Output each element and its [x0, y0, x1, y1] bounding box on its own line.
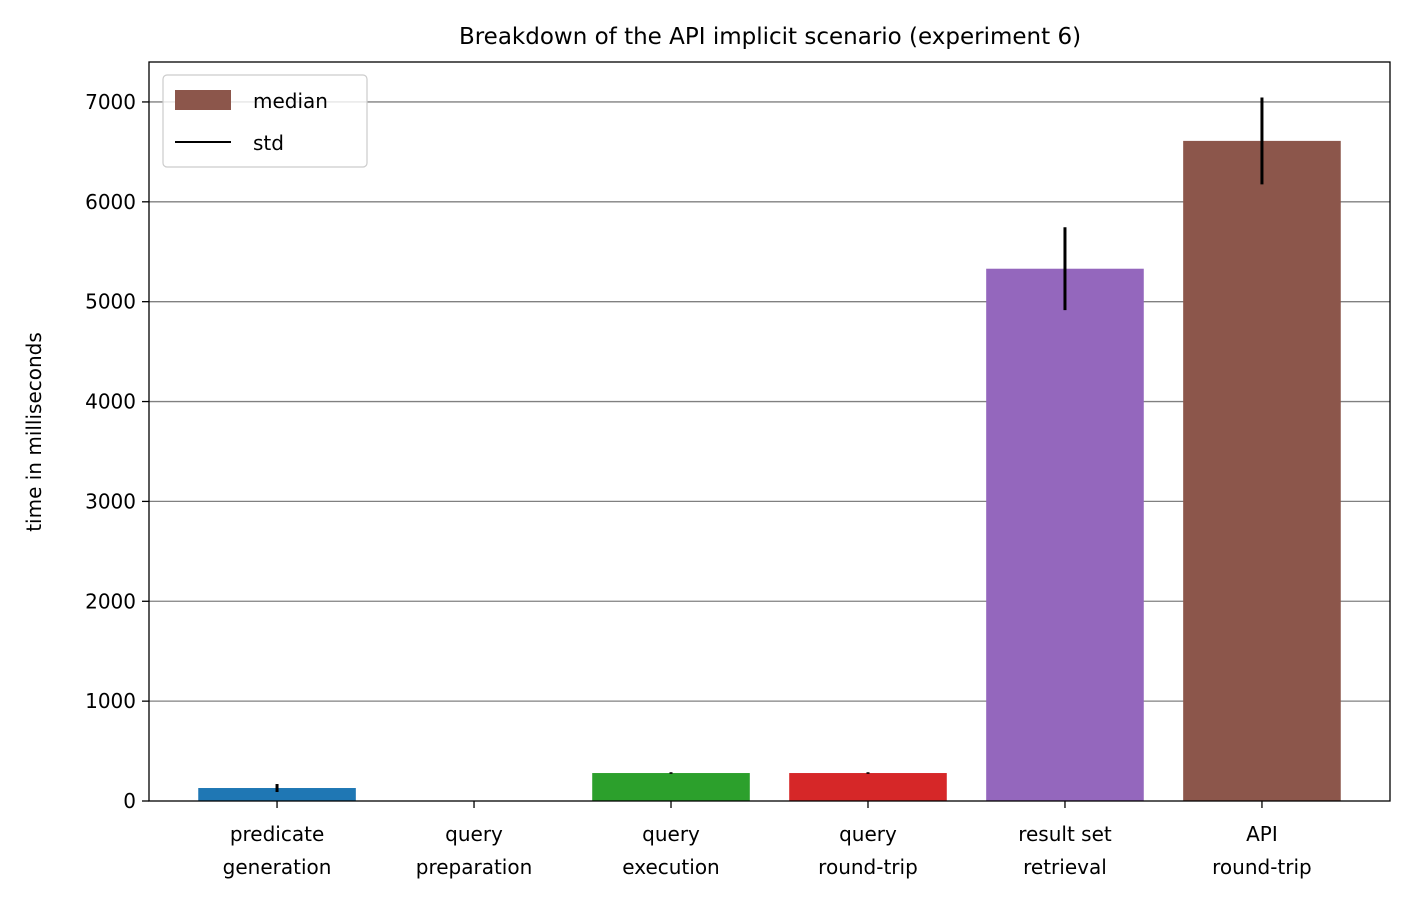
x-tick-label-line: generation [223, 855, 332, 879]
bar [986, 269, 1144, 801]
y-tick-label: 6000 [85, 190, 136, 214]
y-tick-label: 5000 [85, 290, 136, 314]
x-tick-label-line: query [642, 822, 700, 846]
chart-title: Breakdown of the API implicit scenario (… [459, 24, 1081, 50]
x-tick-label: query round-trip [818, 822, 918, 879]
y-tick-label: 7000 [85, 90, 136, 114]
y-axis-label: time in milliseconds [22, 332, 46, 532]
y-tick-label: 2000 [85, 589, 136, 613]
bar [592, 773, 750, 801]
bar [789, 773, 947, 801]
legend-std-label: std [253, 131, 284, 155]
y-tick-label: 3000 [85, 489, 136, 513]
x-tick-label: query preparation [416, 822, 533, 879]
y-tick-label: 4000 [85, 390, 136, 414]
x-tick-label-line: retrieval [1023, 855, 1107, 879]
x-tick-label: API round-trip [1212, 822, 1312, 879]
x-tick-label-line: query [445, 822, 503, 846]
x-tick-label: query execution [622, 822, 719, 879]
y-tick-label: 0 [123, 789, 136, 813]
y-tick-label: 1000 [85, 689, 136, 713]
legend-median-swatch [175, 90, 231, 110]
x-tick-label: result set retrieval [1018, 822, 1112, 879]
x-tick-label: predicate generation [223, 822, 332, 879]
x-tick-label-line: API [1246, 822, 1278, 846]
bars [198, 141, 1341, 801]
x-tick-label-line: result set [1018, 822, 1112, 846]
legend-median-label: median [253, 89, 328, 113]
x-tick-label-line: execution [622, 855, 719, 879]
x-tick-label-line: round-trip [1212, 855, 1312, 879]
x-tick-label-line: query [839, 822, 897, 846]
y-axis-ticks: 0 1000 2000 3000 4000 5000 6000 7000 [85, 90, 149, 813]
bar [1183, 141, 1341, 801]
x-tick-label-line: predicate [230, 822, 324, 846]
x-tick-label-line: round-trip [818, 855, 918, 879]
legend: median std [163, 75, 367, 167]
x-tick-label-line: preparation [416, 855, 533, 879]
